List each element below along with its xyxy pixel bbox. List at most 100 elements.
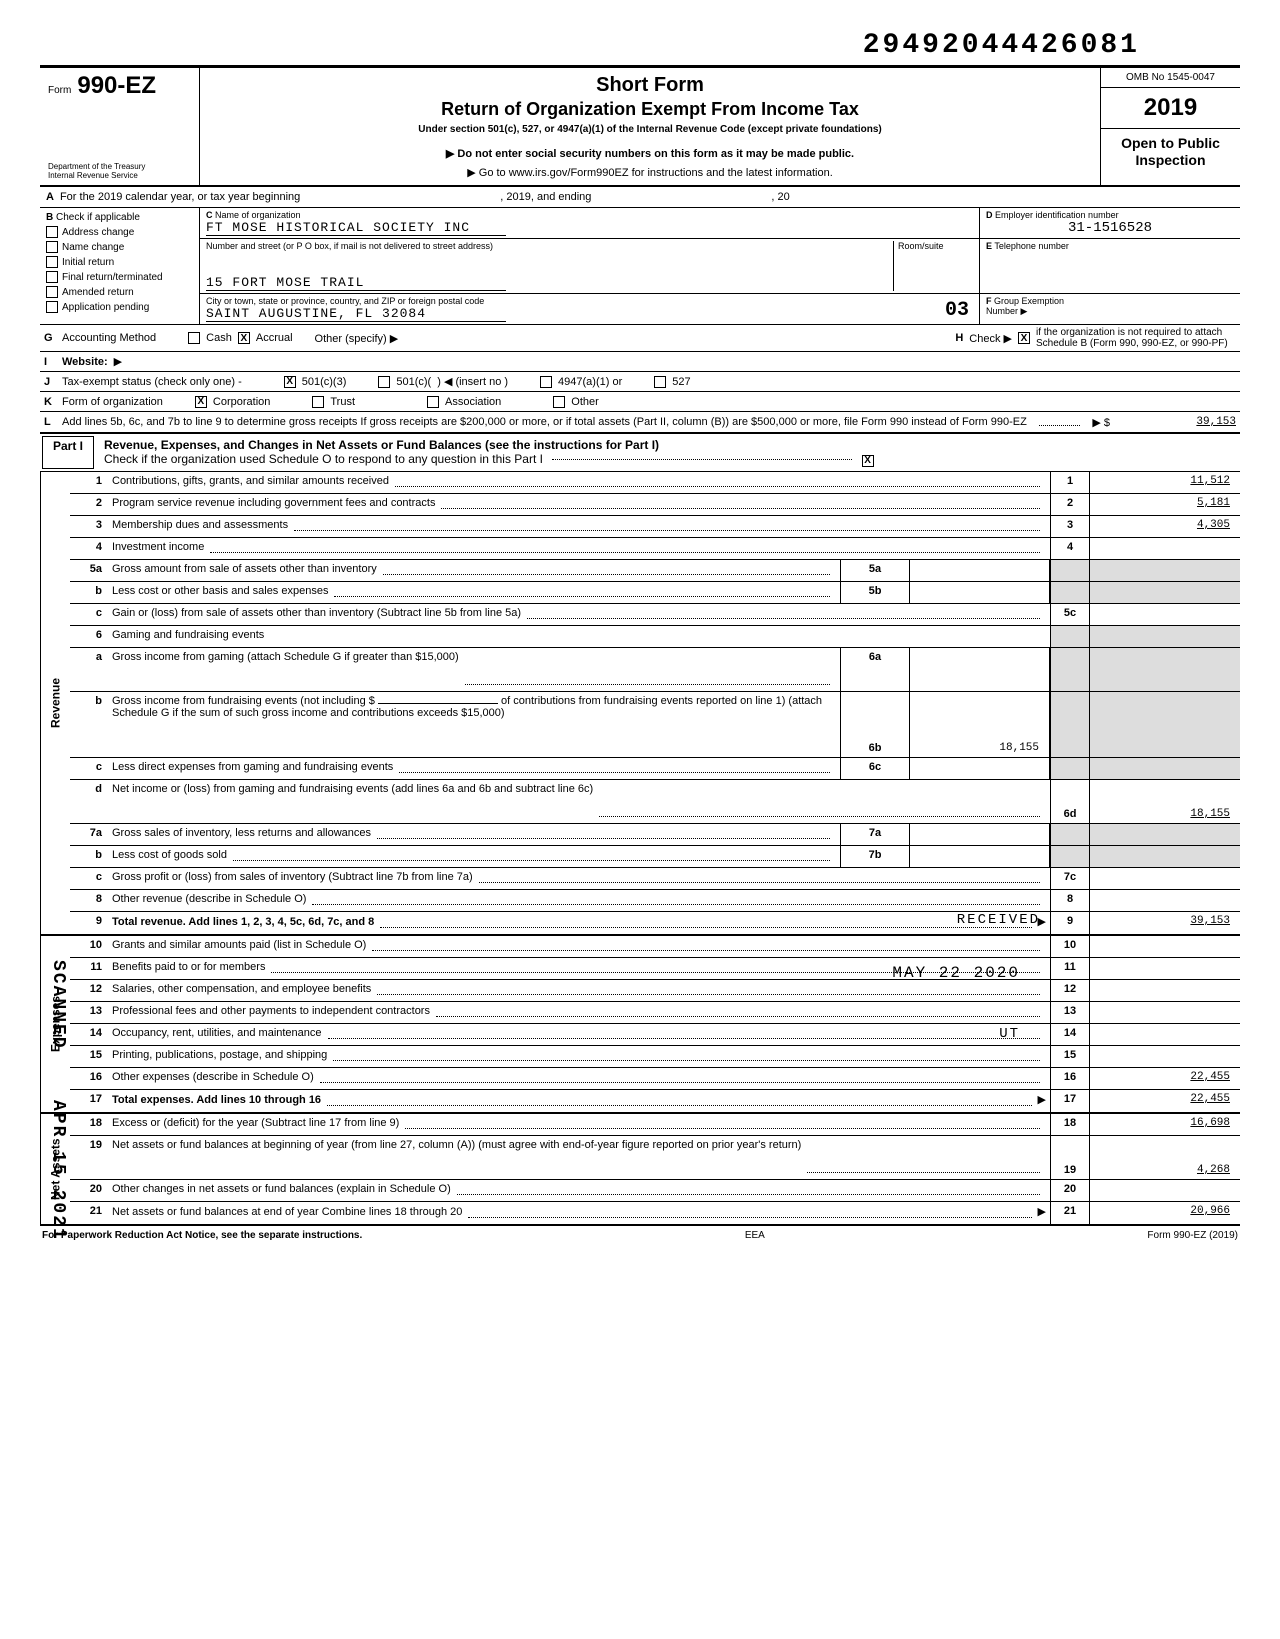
goto-notice: ▶ Go to www.irs.gov/Form990EZ for instru… — [210, 166, 1090, 179]
r7c-r: 7c — [1050, 868, 1090, 889]
chk-accrual[interactable]: X — [238, 332, 250, 344]
chk-amended[interactable] — [46, 286, 58, 298]
e11-num: 11 — [70, 958, 108, 979]
i-caption: Website: — [62, 356, 108, 368]
chk-corp[interactable]: X — [195, 396, 207, 408]
r5b-shade — [1050, 582, 1090, 603]
d-caption: Employer identification number — [995, 210, 1119, 220]
form-year: 2019 — [1101, 88, 1240, 129]
lbl-corp: Corporation — [213, 396, 270, 408]
r5c-r: 5c — [1050, 604, 1090, 625]
lbl-501c: 501(c)( — [396, 376, 431, 388]
chk-other-org[interactable] — [553, 396, 565, 408]
lbl-501c3: 501(c)(3) — [302, 376, 347, 388]
e10-val — [1090, 936, 1240, 957]
r6c-midval — [910, 758, 1050, 779]
r5b-mid: 5b — [840, 582, 910, 603]
b-caption: Check if applicable — [56, 212, 140, 223]
l-label: L — [40, 416, 58, 428]
r7b-shade — [1050, 846, 1090, 867]
r8-num: 8 — [70, 890, 108, 911]
chk-501c[interactable] — [378, 376, 390, 388]
r7a-midval — [910, 824, 1050, 845]
r5b-desc: Less cost or other basis and sales expen… — [112, 585, 328, 597]
e14-r: 14 — [1050, 1024, 1090, 1045]
r6b-shade — [1050, 692, 1090, 757]
subtitle: Under section 501(c), 527, or 4947(a)(1)… — [210, 124, 1090, 135]
chk-trust[interactable] — [312, 396, 324, 408]
r7a-num: 7a — [70, 824, 108, 845]
chk-501c3[interactable]: X — [284, 376, 296, 388]
chk-4947[interactable] — [540, 376, 552, 388]
chk-schedule-o[interactable]: X — [862, 455, 874, 467]
lbl-501c-insert: ) ◀ (insert no ) — [437, 375, 508, 388]
r7a-desc: Gross sales of inventory, less returns a… — [112, 827, 371, 839]
chk-initial-return[interactable] — [46, 256, 58, 268]
row-j: J Tax-exempt status (check only one) - X… — [40, 372, 1240, 392]
main-title: Return of Organization Exempt From Incom… — [210, 99, 1090, 120]
chk-527[interactable] — [654, 376, 666, 388]
lbl-other-method: Other (specify) ▶ — [315, 332, 399, 345]
addr-label: Number and street (or P O box, if mail i… — [206, 241, 893, 251]
netassets-section: Net Assets 18Excess or (deficit) for the… — [40, 1114, 1240, 1226]
ein-value: 31-1516528 — [986, 220, 1234, 236]
g-label: G — [40, 332, 58, 344]
lbl-527: 527 — [672, 376, 690, 388]
r3-num: 3 — [70, 516, 108, 537]
r6c-desc: Less direct expenses from gaming and fun… — [112, 761, 393, 773]
r6a-num: a — [70, 648, 108, 691]
r7b-midval — [910, 846, 1050, 867]
dept-irs: Internal Revenue Service — [48, 172, 191, 181]
r6c-num: c — [70, 758, 108, 779]
chk-h[interactable]: X — [1018, 332, 1030, 344]
addr-value: 15 FORT MOSE TRAIL — [206, 275, 506, 291]
r6c-shade — [1050, 758, 1090, 779]
r9-val: 39,153 — [1090, 912, 1240, 934]
n20-num: 20 — [70, 1180, 108, 1201]
r6d-r: 6d — [1050, 780, 1090, 823]
footer-mid: EEA — [745, 1230, 765, 1241]
r6b-desc1: Gross income from fundraising events (no… — [112, 695, 375, 707]
header-scan-number: 29492044426081 — [40, 30, 1240, 61]
footer-right: Form 990-EZ (2019) — [1147, 1230, 1238, 1241]
received-stamp: RECEIVED — [957, 912, 1040, 928]
form-number: 990-EZ — [77, 72, 156, 100]
chk-assoc[interactable] — [427, 396, 439, 408]
e12-val — [1090, 980, 1240, 1001]
footer: For Paperwork Reduction Act Notice, see … — [40, 1226, 1240, 1245]
r2-val: 5,181 — [1090, 494, 1240, 515]
chk-name-change[interactable] — [46, 241, 58, 253]
h-label: H — [955, 332, 963, 344]
footer-left: For Paperwork Reduction Act Notice, see … — [42, 1230, 362, 1241]
r5c-num: c — [70, 604, 108, 625]
n19-r: 19 — [1050, 1136, 1090, 1179]
chk-cash[interactable] — [188, 332, 200, 344]
l-text: Add lines 5b, 6c, and 7b to line 9 to de… — [62, 416, 1027, 428]
chk-final-return[interactable] — [46, 271, 58, 283]
e14-val — [1090, 1024, 1240, 1045]
r3-val: 4,305 — [1090, 516, 1240, 537]
g-caption: Accounting Method — [62, 332, 156, 344]
e14-desc: Occupancy, rent, utilities, and maintena… — [112, 1027, 322, 1039]
row-a-text2: , 2019, and ending — [500, 191, 591, 203]
e13-r: 13 — [1050, 1002, 1090, 1023]
r6c-shade2 — [1090, 758, 1240, 779]
lbl-4947: 4947(a)(1) or — [558, 376, 622, 388]
chk-app-pending[interactable] — [46, 301, 58, 313]
form-header-row: Form 990-EZ Department of the Treasury I… — [40, 65, 1240, 187]
r5a-shade2 — [1090, 560, 1240, 581]
n21-val: 20,966 — [1090, 1202, 1240, 1224]
r7a-mid: 7a — [840, 824, 910, 845]
scanned-stamp: SCANNED — [48, 960, 68, 1050]
c-name-label: Name of organization — [215, 210, 301, 220]
r7b-shade2 — [1090, 846, 1240, 867]
r6b-midval: 18,155 — [910, 692, 1050, 757]
lbl-accrual: Accrual — [256, 332, 293, 344]
chk-address-change[interactable] — [46, 226, 58, 238]
i-label: I — [40, 356, 58, 368]
revenue-label: Revenue — [40, 472, 70, 934]
r5b-num: b — [70, 582, 108, 603]
r5a-shade — [1050, 560, 1090, 581]
row-a-text3: , 20 — [771, 191, 789, 203]
r3-desc: Membership dues and assessments — [112, 519, 288, 531]
